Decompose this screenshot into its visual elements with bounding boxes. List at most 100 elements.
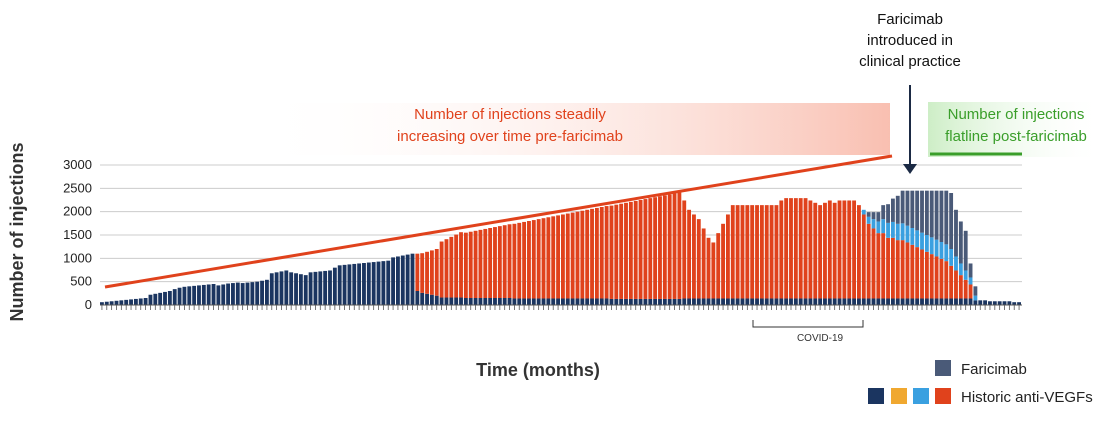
- bar-segment: [643, 298, 648, 305]
- bar-segment: [871, 298, 876, 305]
- bar-segment: [823, 202, 827, 299]
- bar-segment: [594, 298, 599, 305]
- bar-segment: [434, 249, 439, 296]
- bar-segment: [954, 209, 958, 257]
- bar-segment: [662, 298, 667, 305]
- bar-segment: [323, 270, 328, 305]
- bar-segment: [711, 298, 716, 305]
- bar-segment: [881, 298, 886, 305]
- bar-segment: [740, 298, 745, 305]
- bar-segment: [934, 256, 939, 299]
- bar-segment: [565, 298, 570, 305]
- bar-segment: [585, 298, 590, 305]
- bar-segment: [672, 298, 677, 305]
- bar-segment: [934, 239, 939, 257]
- bar-segment: [609, 298, 614, 305]
- bar-segment: [648, 298, 653, 305]
- bar-segment: [881, 205, 886, 220]
- bar-segment: [881, 233, 886, 299]
- bar-segment: [866, 223, 871, 299]
- bar-segment: [624, 202, 628, 299]
- bar-segment: [716, 233, 721, 299]
- bar-segment: [653, 298, 658, 305]
- bar-segment: [963, 230, 968, 271]
- bar-segment: [429, 250, 434, 295]
- bar-segment: [192, 285, 197, 305]
- bar-segment: [900, 223, 905, 241]
- bar-segment: [992, 301, 997, 305]
- bar-segment: [774, 298, 779, 305]
- bar-segment: [915, 247, 920, 299]
- pre-annotation-line-2: increasing over time pre-faricimab: [397, 128, 623, 145]
- bar-segment: [944, 261, 949, 299]
- bar-segment: [944, 190, 949, 245]
- bar-segment: [687, 298, 692, 305]
- bar-segment: [449, 297, 454, 305]
- bar-segment: [706, 298, 711, 305]
- bar-segment: [250, 282, 255, 305]
- bar-segment: [493, 298, 497, 305]
- bar-segment: [653, 197, 658, 299]
- legend-label-faricimab: Faricimab: [961, 361, 1027, 378]
- bar-segment: [463, 232, 468, 298]
- bar-segment: [352, 263, 357, 305]
- bar-segment: [958, 298, 963, 305]
- bar-segment: [483, 228, 488, 298]
- bar-segment: [177, 287, 182, 305]
- bar-segment: [434, 295, 439, 305]
- bar-segment: [861, 209, 866, 215]
- bar-segment: [784, 298, 789, 305]
- bar-segment: [551, 216, 556, 299]
- bar-segment: [541, 298, 546, 305]
- bar-segment: [910, 190, 915, 228]
- bar-segment: [954, 256, 958, 271]
- bar-segment: [915, 230, 920, 248]
- bar-segment: [415, 253, 420, 291]
- bar-segment: [163, 291, 167, 305]
- bar-segment: [667, 194, 672, 299]
- bar-segment: [628, 201, 633, 299]
- bar-segment: [895, 240, 900, 299]
- bar-segment: [861, 298, 866, 305]
- bar-segment: [900, 240, 905, 299]
- bar-segment: [973, 286, 978, 296]
- bar-segment: [886, 237, 890, 299]
- post-annotation-line-1: Number of injections: [948, 106, 1085, 123]
- bar-segment: [206, 284, 211, 305]
- bar-segment: [920, 190, 924, 233]
- bar-segment: [274, 272, 279, 305]
- bar-segment: [303, 275, 308, 305]
- bar-segment: [187, 286, 192, 305]
- bar-segment: [725, 298, 730, 305]
- bar-segment: [793, 198, 798, 299]
- legend-swatch-orange: [935, 388, 951, 404]
- bar-segment: [876, 298, 881, 305]
- bar-segment: [226, 283, 231, 305]
- bar-segment: [279, 271, 284, 305]
- bar-segment: [386, 260, 391, 305]
- bar-segment: [692, 214, 696, 299]
- bar-segment: [759, 298, 764, 305]
- bar-segment: [337, 265, 342, 305]
- bar-segment: [968, 298, 973, 305]
- bar-segment: [546, 298, 551, 305]
- bar-segment: [216, 285, 221, 305]
- bar-segment: [536, 219, 541, 299]
- bar-segment: [963, 270, 968, 280]
- bar-segment: [619, 203, 624, 299]
- bar-segment: [677, 192, 682, 299]
- bar-segment: [939, 298, 944, 305]
- bar-segment: [357, 263, 362, 305]
- bar-segment: [429, 294, 434, 305]
- bar-segment: [391, 257, 396, 305]
- bar-segment: [798, 198, 803, 299]
- bar-segment: [376, 261, 381, 305]
- bar-segment: [779, 200, 784, 299]
- bar-segment: [100, 302, 104, 305]
- bar-segment: [240, 283, 245, 305]
- bar-segment: [313, 271, 318, 305]
- bar-segment: [245, 282, 250, 305]
- bar-segment: [750, 205, 755, 299]
- bars: [100, 190, 1021, 305]
- bar-segment: [954, 270, 958, 299]
